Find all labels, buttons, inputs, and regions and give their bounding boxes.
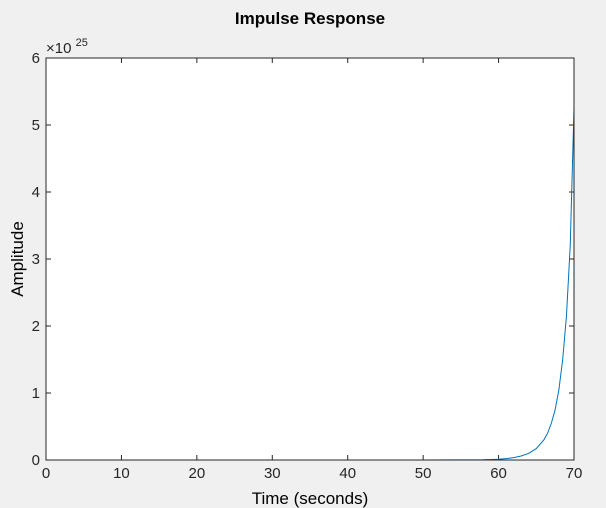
x-axis-label: Time (seconds): [252, 489, 369, 508]
x-tick-label: 30: [264, 465, 281, 482]
y-axis-multiplier: ×10 25: [46, 37, 88, 57]
plot-area: [46, 58, 574, 460]
axes-box: [45, 57, 575, 461]
y-tick-label: 4: [32, 184, 40, 201]
x-tick-label: 60: [490, 465, 507, 482]
y-tick-label: 5: [32, 117, 40, 134]
y-axis-multiplier-exponent: 25: [76, 37, 88, 49]
y-axis-label: Amplitude: [8, 221, 27, 297]
y-tick-label: 0: [32, 452, 40, 469]
y-tick-label: 2: [32, 318, 40, 335]
x-tick-label: 50: [415, 465, 432, 482]
ticks-layer: 0 10 20 30 40 50 60 70 0 1 2 3 4 5 6: [32, 50, 583, 482]
y-tick-label: 3: [32, 251, 40, 268]
x-tick-label: 10: [113, 465, 130, 482]
x-tick-label: 0: [42, 465, 50, 482]
y-tick-label: 1: [32, 385, 40, 402]
x-tick-label: 20: [189, 465, 206, 482]
labels-layer: Impulse Response Time (seconds) Amplitud…: [8, 9, 385, 508]
x-tick-label: 40: [339, 465, 356, 482]
x-tick-label: 70: [566, 465, 583, 482]
chart-title: Impulse Response: [235, 9, 385, 28]
y-axis-multiplier-base: ×10: [46, 40, 71, 57]
y-tick-label: 6: [32, 50, 40, 67]
